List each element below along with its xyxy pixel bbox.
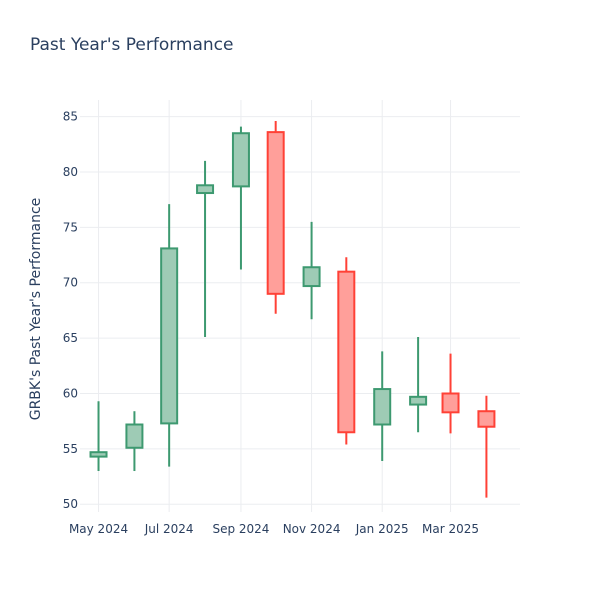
y-axis-label: GRBK's Past Year's Performance	[28, 198, 44, 421]
candle-increasing	[373, 351, 392, 462]
candle-body	[409, 395, 428, 406]
candle-body	[441, 392, 460, 414]
chart-title: Past Year's Performance	[30, 35, 234, 55]
candle-body	[125, 423, 144, 449]
x-tick-label: Mar 2025	[422, 522, 479, 536]
candle-increasing	[196, 160, 215, 338]
y-tick-label: 70	[63, 276, 78, 290]
candle-decreasing	[337, 257, 356, 445]
axes: 50 55 60 65 70 75 80 85 May 2024 Jul 2024 Sep 2024…	[63, 110, 479, 536]
y-tick-label: 75	[63, 220, 78, 234]
candle-increasing	[89, 401, 108, 472]
y-tick-label: 80	[63, 165, 78, 179]
grid	[80, 100, 520, 512]
x-tick-label: Sep 2024	[212, 522, 269, 536]
candle-body	[477, 410, 496, 428]
x-tick-label: Jan 2025	[355, 522, 409, 536]
candle-body	[231, 132, 250, 188]
y-tick-label: 85	[63, 110, 78, 124]
candle-body	[89, 451, 108, 458]
candle-body	[266, 131, 285, 295]
candle-increasing	[409, 337, 428, 433]
y-tick-label: 50	[63, 497, 78, 511]
x-tick-label: Nov 2024	[283, 522, 341, 536]
candle-decreasing	[441, 353, 460, 434]
y-tick-label: 65	[63, 331, 78, 345]
candle-body	[160, 247, 179, 425]
candle-increasing	[125, 411, 144, 472]
candle-decreasing	[266, 121, 285, 314]
candle-body	[337, 270, 356, 434]
y-tick-label: 55	[63, 442, 78, 456]
candle-increasing	[160, 204, 179, 467]
x-tick-label: Jul 2024	[144, 522, 194, 536]
candle-body	[373, 388, 392, 426]
candle-increasing	[302, 221, 321, 320]
candle-decreasing	[477, 395, 496, 498]
y-tick-label: 60	[63, 386, 78, 400]
candles	[89, 121, 496, 498]
x-tick-label: May 2024	[69, 522, 128, 536]
candle-body	[196, 184, 215, 195]
candle-increasing	[231, 126, 250, 270]
candle-body	[302, 266, 321, 288]
